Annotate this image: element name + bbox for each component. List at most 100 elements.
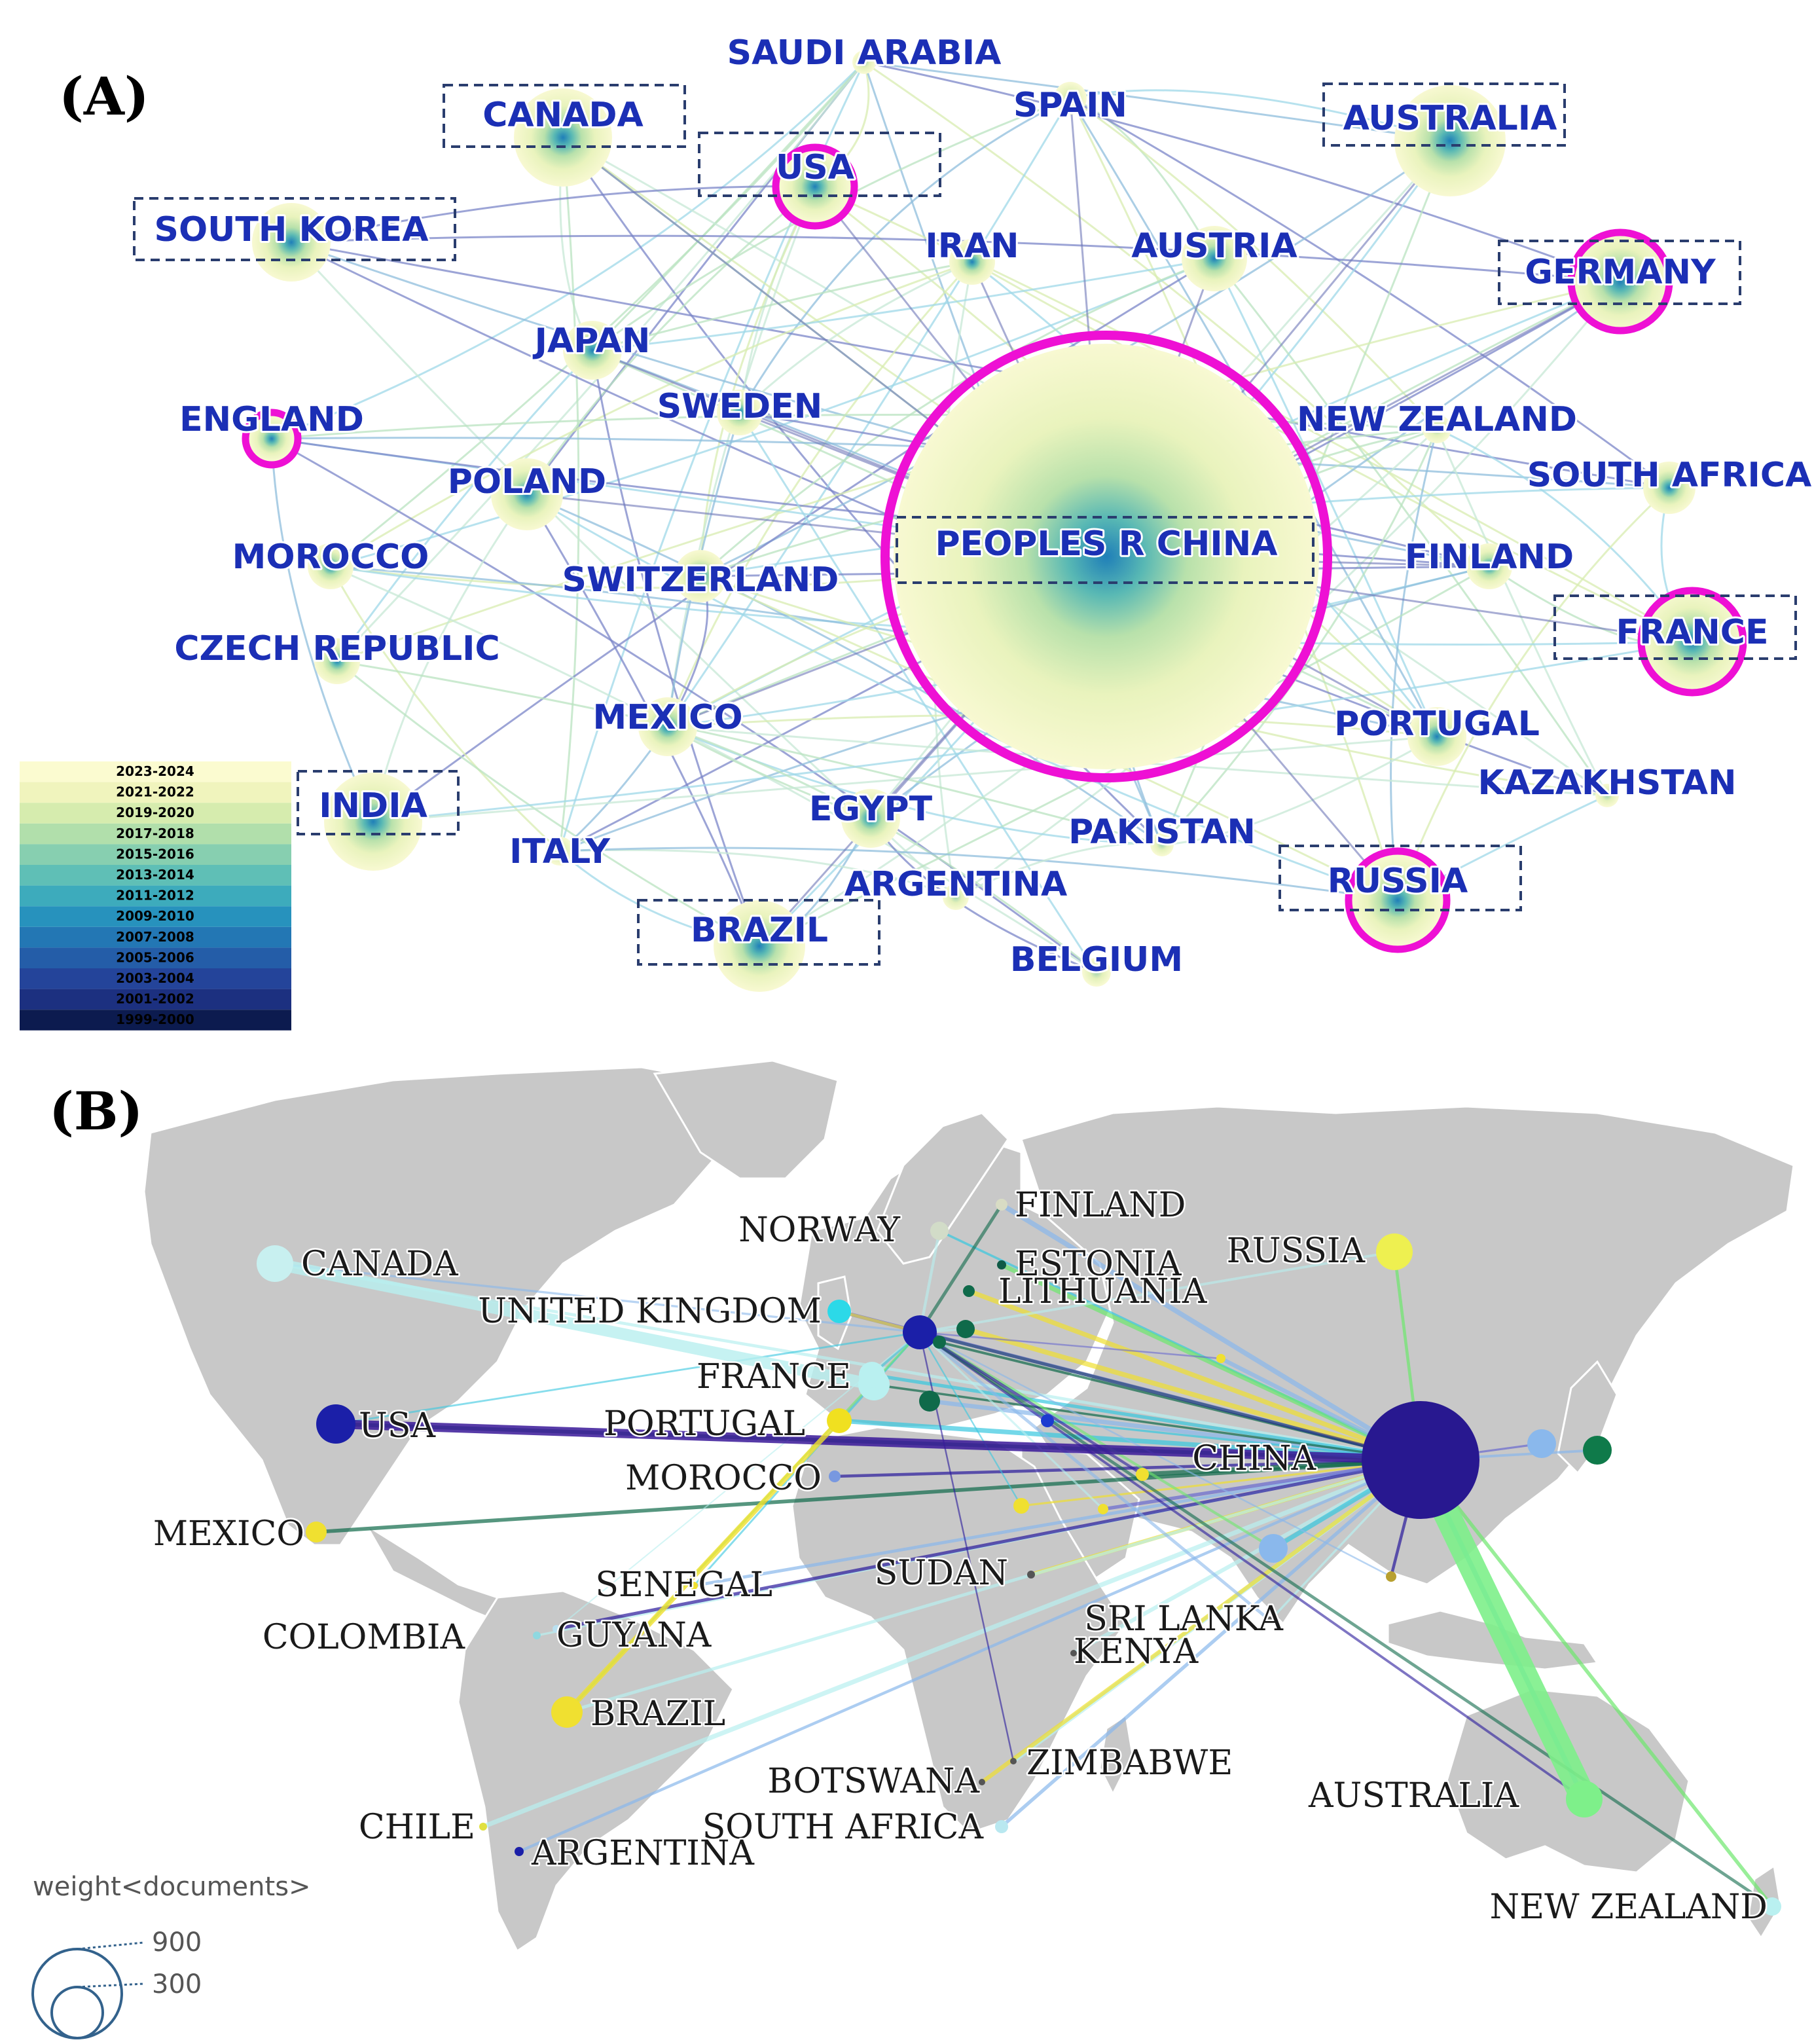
label-spain: SPAIN [1013,86,1127,125]
network-link [330,62,865,568]
country-node [1216,1354,1225,1363]
node-guyana [553,1625,560,1633]
panel-b-label: (B) [49,1080,143,1142]
ring-usa [772,143,858,230]
node-colombia [533,1632,541,1639]
network-link [592,257,1215,352]
legend-swatch [20,906,291,927]
map-label-chile: CHILE [359,1808,475,1847]
network-link [591,350,761,947]
map-label-united-kingdom: UNITED KINGDOM [478,1292,822,1331]
weight-legend-title: weight<documents> [33,1872,311,1902]
node-new-zealand [1763,1897,1781,1916]
legend-swatch [20,989,291,1010]
node-brazil [551,1696,583,1728]
map-label-russia: RUSSIA [1227,1232,1366,1271]
node-egypt [841,789,900,848]
node-brazil [714,900,805,992]
network-link [330,565,1438,738]
network-link [271,61,865,440]
node-portugal [1407,707,1466,766]
node-senegal [690,1582,698,1590]
year-legend: 2023-2024 2021-2022 2019-2020 2017-2018 2015… [20,759,291,1031]
label-italy: ITALY [509,832,611,871]
legend-label: 2011-2012 [116,888,194,903]
node-argentina [943,884,969,910]
network-link [1396,486,1671,901]
legend-label: 2009-2010 [116,908,194,924]
network-link [700,257,1215,577]
map-label-morocco: MOROCCO [625,1459,822,1498]
country-labels: FINLAND NORWAY ESTONIA RUSSIA CANADA LITHUANI… [151,1184,1769,1929]
node-norway [930,1222,949,1240]
network-labels: SAUDI ARABIA CANADA SPAIN AUSTRALIA USA SOUTH… [153,31,1814,981]
network-link [270,438,374,822]
label-argentina: ARGENTINA [844,865,1068,904]
country-node [1098,1504,1108,1514]
land-greenland [653,1059,839,1180]
country-node [1527,1429,1556,1458]
label-canada: CANADA [482,96,644,135]
collab-link-china [981,1458,1422,1784]
network-link [1436,428,1608,796]
box-russia [1279,845,1522,911]
collab-link-china [1021,1459,1421,1507]
network-link [592,261,973,352]
collab-link-china [968,1288,1422,1463]
network-link [372,735,1438,823]
node-lithuania [963,1285,975,1297]
network-link [559,849,956,898]
node-australia [1394,85,1506,196]
collab-link-brazil-portugal [565,1419,841,1714]
label-south-korea: SOUTH KOREA [154,210,429,249]
label-belgium: BELGIUM [1010,940,1183,979]
node-new-zealand [1423,414,1451,443]
network-link [738,261,973,414]
legend-swatch [20,926,291,948]
network-link [336,660,1163,846]
node-chile [479,1823,487,1831]
label-switzerland: SWITZERLAND [562,560,839,600]
node-morocco [829,1470,841,1482]
network-link [291,234,1621,283]
map-label-china: CHINA [1192,1439,1316,1478]
node-south-korea [252,203,331,282]
node-estonia [997,1260,1006,1269]
map-label-kenya: KENYA [1074,1632,1199,1671]
map-label-senegal: SENEGAL [595,1565,772,1605]
collab-link-china [482,1457,1422,1829]
node-peoples-r-china [894,344,1319,769]
network-link [1070,97,1438,430]
country-node [1013,1498,1029,1514]
label-usa: USA [776,148,854,187]
node-australia [1566,1781,1603,1817]
legend-swatch [20,1010,291,1031]
collab-link-china [693,1458,1421,1588]
node-finland [1466,543,1512,589]
label-new-zealand: NEW ZEALAND [1297,400,1577,439]
node-switzerland [674,550,727,602]
label-morocco: MOROCCO [232,538,429,577]
label-germany: GERMANY [1525,253,1716,292]
collab-link-china [1000,1262,1422,1463]
ring-russia [1345,847,1451,953]
collab-link-china [1000,1458,1422,1829]
network-link [526,185,816,495]
network-link [290,241,957,898]
node-germany [1568,229,1673,334]
collab-link-europe [919,1250,1395,1334]
node-united-kingdom [827,1300,851,1323]
collab-link-china [929,1398,1421,1463]
node-poland [491,458,563,530]
collab-link-europe [918,1331,1773,1908]
box-france [1553,594,1797,660]
country-node [1136,1468,1149,1481]
legend-swatch [20,885,291,907]
map-label-botswana: BOTSWANA [767,1762,980,1801]
collab-link-china [1000,1202,1422,1463]
label-sweden: SWEDEN [657,387,823,426]
node-mexico [638,697,697,756]
ring-france [1637,587,1747,697]
map-label-finland: FINLAND [1015,1186,1186,1225]
map-label-guyana: GUYANA [556,1616,712,1655]
